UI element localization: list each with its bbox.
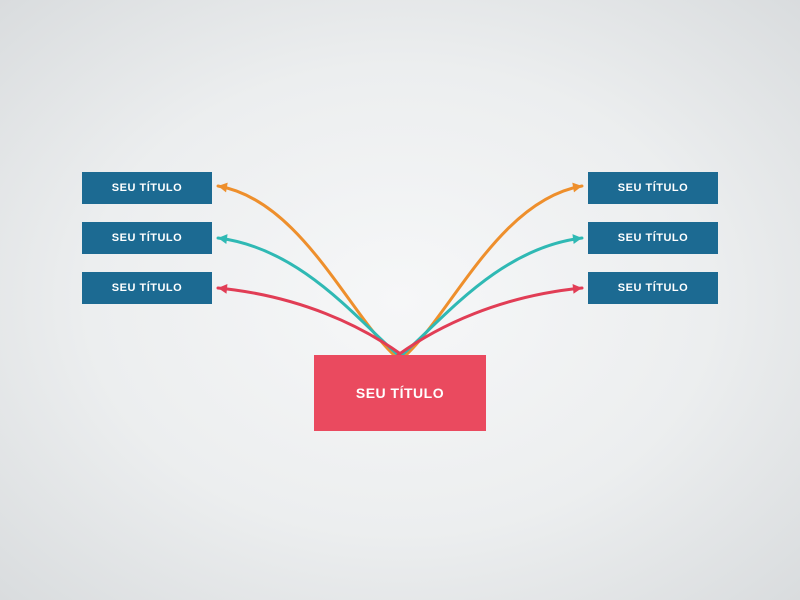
leaf-box-left-top: SEU TÍTULO bbox=[82, 172, 212, 204]
leaf-box-label: SEU TÍTULO bbox=[112, 182, 182, 194]
central-box: SEU TÍTULO bbox=[314, 355, 486, 431]
central-box-label: SEU TÍTULO bbox=[356, 385, 444, 401]
leaf-box-label: SEU TÍTULO bbox=[618, 182, 688, 194]
leaf-box-left-bot: SEU TÍTULO bbox=[82, 272, 212, 304]
leaf-box-label: SEU TÍTULO bbox=[618, 282, 688, 294]
leaf-box-label: SEU TÍTULO bbox=[112, 232, 182, 244]
leaf-box-right-top: SEU TÍTULO bbox=[588, 172, 718, 204]
leaf-box-right-mid: SEU TÍTULO bbox=[588, 222, 718, 254]
diagram-canvas: SEU TÍTULO SEU TÍTULO SEU TÍTULO SEU TÍT… bbox=[0, 0, 800, 600]
leaf-box-left-mid: SEU TÍTULO bbox=[82, 222, 212, 254]
leaf-box-label: SEU TÍTULO bbox=[618, 232, 688, 244]
leaf-box-label: SEU TÍTULO bbox=[112, 282, 182, 294]
leaf-box-right-bot: SEU TÍTULO bbox=[588, 272, 718, 304]
